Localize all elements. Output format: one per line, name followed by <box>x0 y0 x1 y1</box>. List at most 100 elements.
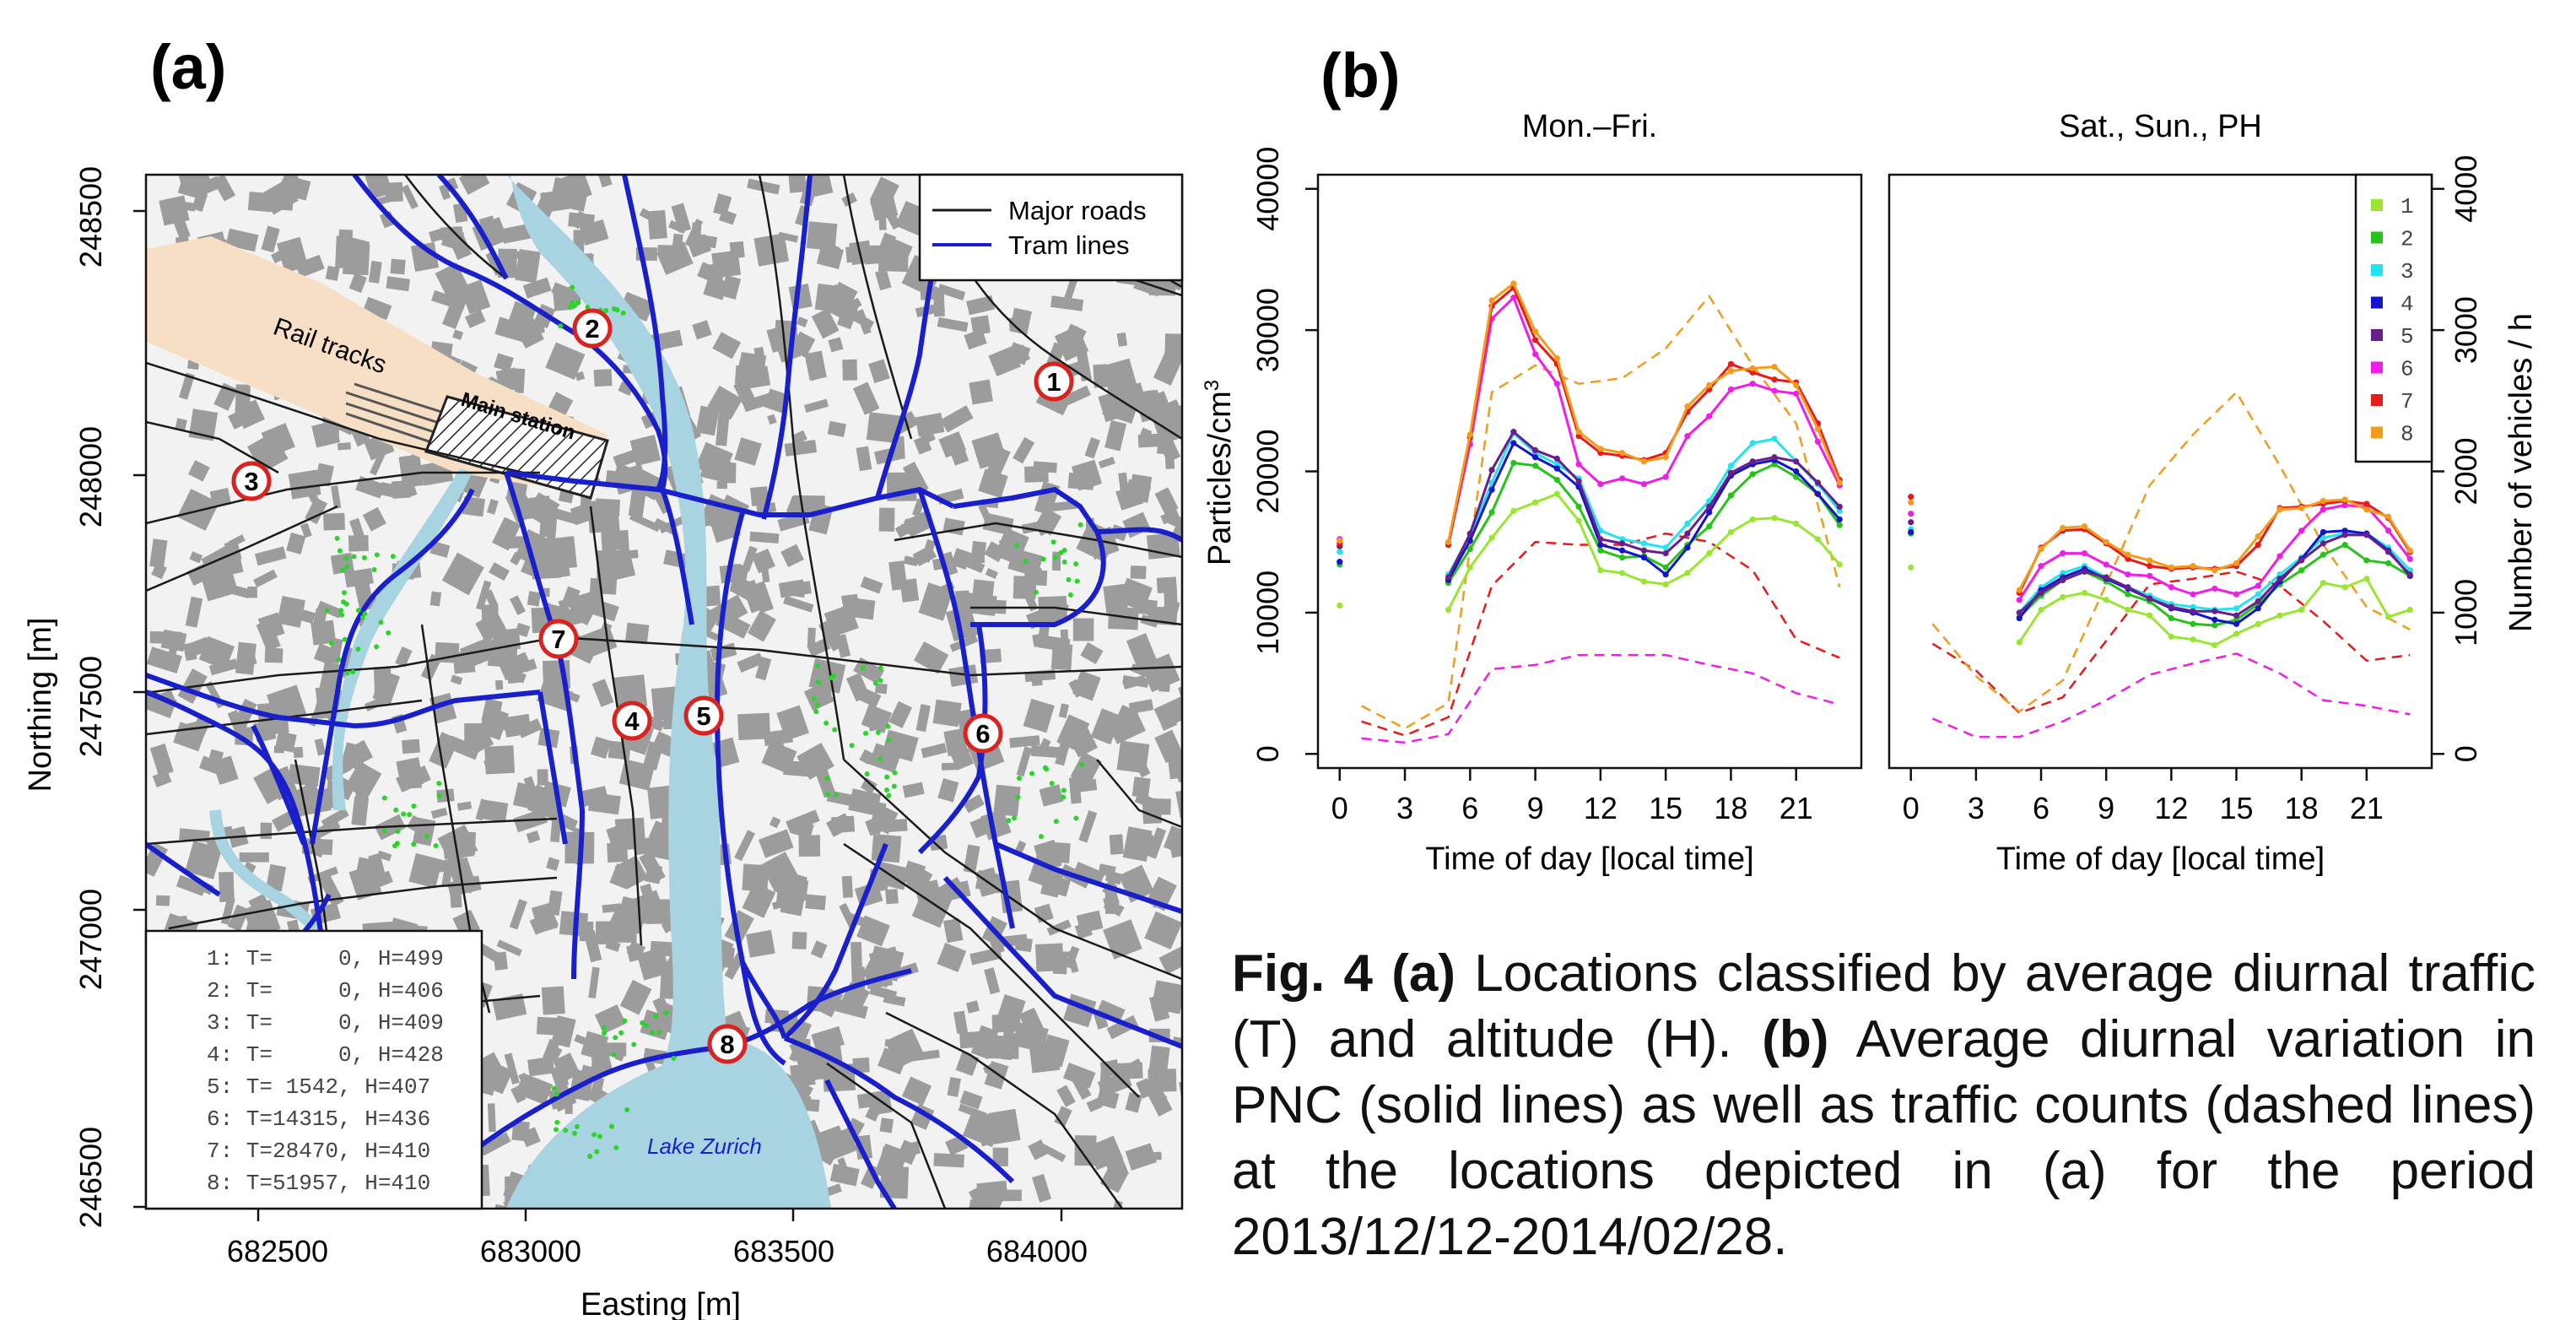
building <box>758 829 794 858</box>
building <box>286 176 311 201</box>
building <box>476 580 492 611</box>
series-point <box>2298 567 2305 574</box>
map-x-tick: 683500 <box>733 1234 834 1269</box>
tree-dot <box>558 323 564 329</box>
building <box>959 1090 983 1110</box>
building <box>965 1000 980 1014</box>
legend-label: 6 <box>2400 357 2414 382</box>
series-point <box>2190 591 2196 598</box>
legend-tram-lines-label: Tram lines <box>1008 230 1130 260</box>
building <box>879 1117 894 1133</box>
building <box>767 414 777 425</box>
tree-dot <box>603 308 609 314</box>
building <box>816 244 844 269</box>
building <box>494 679 504 690</box>
building <box>1055 733 1072 766</box>
series-point <box>2233 605 2240 612</box>
series-point <box>2341 502 2348 509</box>
building <box>806 221 838 251</box>
series-point <box>1553 476 1560 484</box>
building <box>913 435 932 455</box>
series-point <box>1771 461 1778 468</box>
building <box>522 277 552 299</box>
site-marker-circle <box>683 695 724 736</box>
building <box>695 405 720 436</box>
building <box>239 653 252 668</box>
series-point <box>2233 630 2240 637</box>
building <box>598 175 613 188</box>
series-point <box>1727 463 1735 469</box>
tree-dot <box>1073 815 1079 821</box>
y-axis-label: Particles/cm3 <box>1201 380 1238 565</box>
building <box>986 928 1005 955</box>
building <box>879 1166 910 1199</box>
series-line <box>1447 461 1841 584</box>
main-station-building <box>424 395 609 500</box>
tree-dot <box>601 1031 607 1036</box>
building <box>551 810 579 832</box>
building <box>737 712 771 740</box>
series-point <box>1814 490 1822 497</box>
building <box>605 939 621 952</box>
series-point <box>2298 527 2305 534</box>
series-point <box>1836 503 1843 510</box>
building <box>1068 679 1084 698</box>
building <box>896 214 916 233</box>
building <box>639 208 655 221</box>
building <box>1065 721 1099 758</box>
building <box>376 850 392 862</box>
building <box>472 217 509 251</box>
series-point <box>1510 507 1517 514</box>
building <box>458 175 490 195</box>
tree-dot <box>343 555 349 561</box>
series-point <box>2060 593 2066 601</box>
building <box>789 1042 803 1063</box>
building <box>921 743 948 759</box>
series-point <box>1532 337 1539 344</box>
tree-dot <box>336 657 342 663</box>
series-point <box>1706 549 1713 557</box>
tree-dot <box>1077 522 1083 527</box>
building <box>403 481 418 498</box>
series-point <box>2060 549 2066 557</box>
building <box>261 423 295 457</box>
series-point <box>2190 563 2196 570</box>
building <box>208 749 224 765</box>
building <box>583 929 602 963</box>
building <box>993 784 1021 817</box>
series-point <box>1706 413 1713 419</box>
building <box>362 506 386 532</box>
tree-dot <box>886 738 892 744</box>
tree-dot <box>436 781 442 787</box>
building <box>985 446 1011 481</box>
series-site-8 <box>1337 280 1843 545</box>
building <box>882 729 919 762</box>
building <box>791 430 807 445</box>
tree-dot <box>884 774 890 780</box>
series-point <box>2363 576 2370 582</box>
building <box>966 295 996 316</box>
series-point <box>1640 555 1647 561</box>
site-table-row: 5: T= 1542, H=407 <box>207 1074 430 1100</box>
series-point <box>1908 528 1914 536</box>
tree-dot <box>1015 794 1021 800</box>
series-point <box>2060 576 2066 583</box>
series-point <box>2363 532 2370 538</box>
map-x-axis-title: Easting [m] <box>581 1287 741 1320</box>
building <box>294 254 325 279</box>
building <box>1158 674 1171 693</box>
building <box>783 595 814 613</box>
building <box>810 940 828 959</box>
x-tick-label: 9 <box>1527 791 1544 825</box>
series-legend: 1 2 3 4 5 6 7 8 <box>2354 173 2433 463</box>
building <box>511 670 527 684</box>
series-point <box>2384 560 2392 566</box>
building <box>515 1073 554 1106</box>
tree-dot <box>878 678 883 684</box>
legend-swatch <box>2371 296 2383 309</box>
series-point <box>1488 509 1495 516</box>
building <box>362 296 392 321</box>
series-point <box>2276 576 2283 582</box>
series-point <box>2168 564 2174 571</box>
series-point <box>2211 616 2218 623</box>
